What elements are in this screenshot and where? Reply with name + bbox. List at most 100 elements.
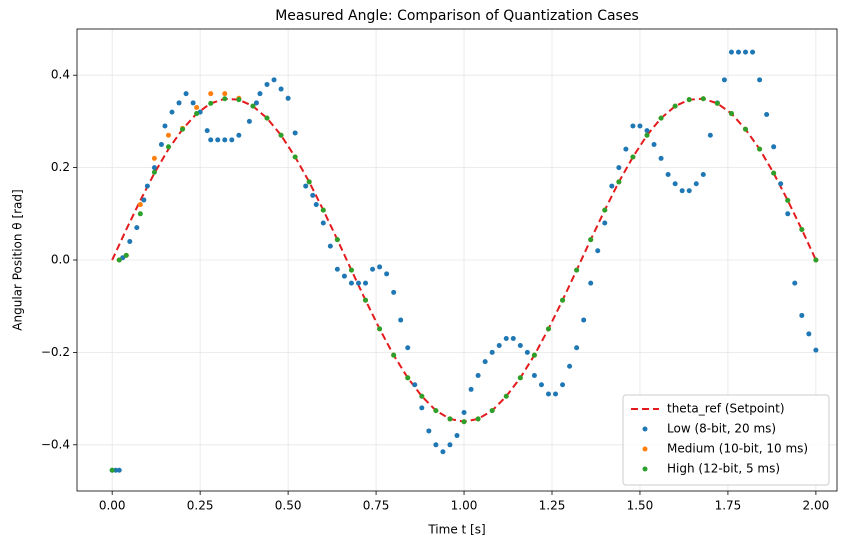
data-point [169,109,175,115]
data-point [728,49,734,55]
data-point [538,382,544,388]
y-tick-label: −0.4 [41,437,70,451]
data-point [264,115,270,121]
data-point [194,111,200,117]
data-point [764,111,770,117]
data-point [489,408,495,414]
data-point [433,408,439,414]
data-point [162,123,168,129]
data-point [236,97,242,103]
data-point [785,197,791,203]
data-point [194,105,200,111]
data-point [602,220,608,226]
data-point [581,317,587,323]
data-point [141,197,147,203]
y-axis-label: Angular Position θ [rad] [11,189,25,330]
data-point [517,375,523,381]
data-point [341,273,347,279]
data-point [151,165,157,171]
data-point [204,128,210,134]
data-point [144,183,150,189]
data-point [672,181,678,187]
data-point [714,100,720,106]
data-point [602,207,608,213]
x-tick-label: 2.00 [803,499,830,513]
data-point [278,86,284,92]
data-point [595,248,601,254]
data-point [183,91,189,97]
data-point [475,373,481,378]
data-point [482,359,488,365]
data-point [454,433,460,439]
data-point [334,237,340,243]
y-tick-label: 0.0 [51,253,70,267]
x-tick-label: 0.25 [187,499,214,513]
legend-swatch [642,466,648,472]
data-point [327,243,333,249]
x-axis-label: Time t [s] [427,523,485,537]
data-point [630,123,636,129]
data-point [391,289,397,295]
data-point [665,172,671,178]
data-point [545,391,551,397]
data-point [348,267,354,273]
data-point [180,126,186,132]
data-point [531,352,537,358]
data-point [693,181,699,187]
data-point [735,49,741,55]
data-point [440,449,446,455]
data-point [405,345,411,351]
data-point [496,342,502,348]
x-tick-label: 0.75 [363,499,390,513]
data-point [208,91,214,97]
data-point [637,123,643,129]
y-tick-label: 0.4 [51,68,70,82]
data-point [398,317,404,323]
data-point [524,349,530,355]
data-point [433,442,439,448]
data-point [806,331,812,337]
data-point [246,118,252,124]
data-point [588,237,594,243]
data-point [151,155,157,161]
data-point [461,409,467,415]
data-point [757,146,763,152]
data-point [190,100,196,106]
data-point [560,382,566,388]
data-point [176,100,182,106]
data-point [257,91,263,97]
data-point [503,393,509,399]
data-point [658,115,664,121]
data-point [222,96,228,102]
data-point [461,419,467,425]
data-point [355,280,361,286]
data-point [334,266,340,272]
x-tick-label: 0.00 [99,499,126,513]
data-point [785,211,791,217]
plot-area [109,49,819,473]
data-point [236,132,242,138]
data-point [644,128,650,134]
data-point [686,97,692,103]
data-point [447,416,453,422]
data-point [813,347,819,353]
data-point [151,169,157,175]
data-point [137,211,143,217]
data-point [222,91,228,97]
data-point [377,326,383,332]
data-point [215,137,221,143]
data-point [679,188,685,194]
data-point [348,280,354,286]
x-tick-label: 1.00 [451,499,478,513]
data-point [165,132,171,138]
data-point [630,154,636,160]
data-point [771,170,777,176]
data-point [310,192,316,198]
data-point [750,49,756,55]
data-point [510,336,516,342]
data-point [545,326,551,332]
data-point [560,297,566,303]
data-point [743,49,749,55]
data-point [700,96,706,102]
